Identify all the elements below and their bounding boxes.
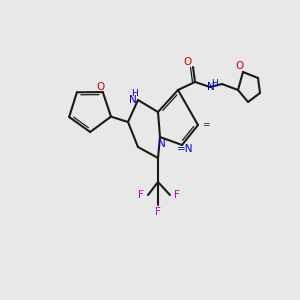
Text: N: N bbox=[129, 95, 137, 105]
Text: O: O bbox=[97, 82, 105, 92]
Text: =N: =N bbox=[177, 144, 193, 154]
Text: N: N bbox=[158, 139, 166, 149]
Text: =: = bbox=[202, 121, 210, 130]
Text: F: F bbox=[155, 207, 161, 217]
Text: F: F bbox=[174, 190, 180, 200]
Text: O: O bbox=[235, 61, 243, 71]
Text: H: H bbox=[130, 88, 137, 98]
Text: O: O bbox=[184, 57, 192, 67]
Text: N: N bbox=[207, 82, 215, 92]
Text: F: F bbox=[138, 190, 144, 200]
Text: H: H bbox=[212, 79, 218, 88]
